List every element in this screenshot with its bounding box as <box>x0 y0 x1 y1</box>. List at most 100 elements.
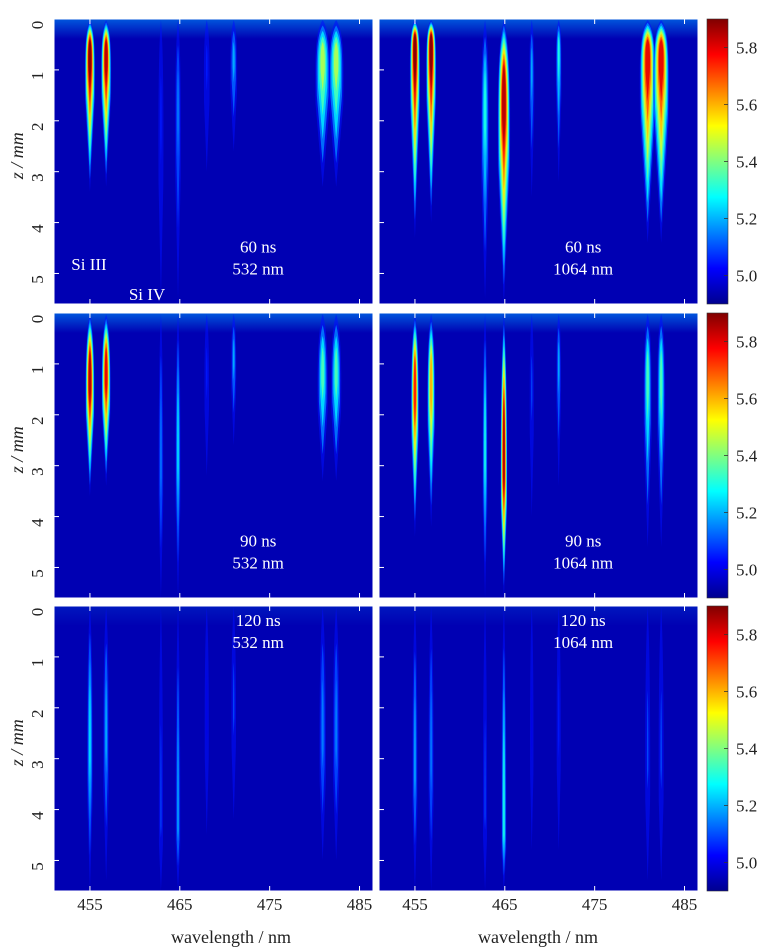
delay-label: 120 ns <box>561 611 606 630</box>
delay-label: 60 ns <box>565 238 601 257</box>
line-label-si-iii: Si III <box>71 255 107 274</box>
emission-line-8 <box>332 607 340 861</box>
colorbar-tick-label: 5.6 <box>736 683 757 702</box>
emission-line-6 <box>555 20 562 182</box>
emission-line-7 <box>643 314 652 548</box>
colorbar-tick-label: 5.8 <box>736 626 757 645</box>
y-tick-label: 2 <box>28 123 47 131</box>
panel-frame <box>53 605 374 892</box>
emission-line-5 <box>529 20 535 198</box>
emission-line-6 <box>230 20 238 152</box>
panel-frame <box>53 312 374 599</box>
emission-line-1 <box>87 607 93 891</box>
y-tick-label: 3 <box>28 173 47 182</box>
y-axis-label: z / mm <box>7 719 27 767</box>
emission-line-1 <box>84 20 96 193</box>
emission-line-7 <box>319 607 326 861</box>
x-tick-label: 485 <box>347 895 373 914</box>
y-tick-label: 4 <box>28 224 47 233</box>
emission-line-8 <box>658 607 664 881</box>
emission-line-7 <box>645 607 651 881</box>
laser-label: 532 nm <box>232 260 283 279</box>
y-tick-label: 4 <box>28 811 47 820</box>
emission-line-4 <box>500 314 508 598</box>
colorbar-tick-label: 5.0 <box>736 267 757 286</box>
emission-line-5 <box>529 314 534 517</box>
y-tick-label: 1 <box>28 72 47 81</box>
x-axis-label-left: wavelength / nm <box>171 927 291 947</box>
emission-line-5 <box>204 607 209 836</box>
y-tick-label: 2 <box>28 710 47 719</box>
emission-line-6 <box>231 314 237 446</box>
x-tick-label: 465 <box>167 895 193 914</box>
delay-label: 120 ns <box>236 611 281 630</box>
emission-line-8 <box>331 314 342 481</box>
plasma-glow <box>54 313 373 333</box>
emission-line-2 <box>101 314 111 487</box>
panel-frame <box>378 312 699 599</box>
colorbar-2: 5.0 5.2 5.4 5.6 5.8 <box>706 312 758 599</box>
y-tick-label: 1 <box>28 659 47 668</box>
y-tick-label: 3 <box>28 467 47 476</box>
emission-line-4 <box>175 607 181 891</box>
heatmap-panel-5: 120 ns 532 nm <box>54 606 373 891</box>
y-tick-label: 0 <box>28 315 47 324</box>
y-tick-label: 5 <box>28 569 47 578</box>
emission-line-4 <box>175 314 181 598</box>
y-tick-label: 0 <box>28 608 47 617</box>
x-tick-label: 485 <box>672 895 698 914</box>
delay-label: 60 ns <box>240 238 276 257</box>
laser-label: 1064 nm <box>553 633 613 652</box>
emission-line-6 <box>556 314 562 487</box>
emission-line-3 <box>158 20 164 299</box>
plasma-glow <box>379 313 698 333</box>
colorbar-tick-label: 5.4 <box>736 447 758 466</box>
emission-line-5 <box>203 20 210 172</box>
colorbar-3: 5.0 5.2 5.4 5.6 5.8 <box>706 605 758 892</box>
emission-line-2 <box>100 20 112 187</box>
emission-line-5 <box>204 314 210 476</box>
colorbar-tick-label: 5.2 <box>736 797 757 816</box>
heatmap-panel-2: 60 ns 1064 nm <box>379 19 698 304</box>
emission-line-3 <box>482 607 488 891</box>
x-tick-label: 455 <box>402 895 428 914</box>
x-tick-label: 455 <box>77 895 103 914</box>
emission-line-2 <box>427 314 436 527</box>
emission-line-5 <box>530 607 534 851</box>
emission-line-4 <box>175 20 181 299</box>
y-axis-label: z / mm <box>7 132 27 180</box>
colorbar-tick-label: 5.4 <box>736 153 758 172</box>
y-tick-label: 5 <box>28 275 47 284</box>
emission-line-2 <box>103 607 109 881</box>
emission-line-8 <box>328 20 344 187</box>
emission-line-3 <box>481 20 490 299</box>
plasma-glow <box>54 606 373 626</box>
emission-line-4 <box>501 607 507 891</box>
x-tick-label: 465 <box>492 895 518 914</box>
laser-label: 1064 nm <box>553 260 613 279</box>
emission-line-3 <box>158 607 163 891</box>
delay-label: 90 ns <box>240 532 276 551</box>
emission-line-6 <box>556 607 561 851</box>
x-tick-label: 475 <box>582 895 608 914</box>
emission-line-1 <box>409 20 421 238</box>
colorbar-tick-label: 5.8 <box>736 333 757 352</box>
emission-line-6 <box>231 607 237 820</box>
y-tick-label: 2 <box>28 417 47 426</box>
emission-line-8 <box>653 20 670 243</box>
emission-line-8 <box>657 314 666 548</box>
y-tick-label: 4 <box>28 518 47 527</box>
colorbar-tick-label: 5.2 <box>736 504 757 523</box>
emission-line-7 <box>639 20 656 243</box>
emission-line-7 <box>317 314 328 481</box>
colorbars: 5.05.25.45.65.85.05.25.45.65.85.05.25.45… <box>706 18 758 892</box>
delay-label: 90 ns <box>565 532 601 551</box>
colorbar-1: 5.0 5.2 5.4 5.6 5.8 <box>706 18 758 305</box>
emission-line-2 <box>428 607 434 891</box>
colorbar-tick-label: 5.6 <box>736 96 757 115</box>
colorbar-tick-label: 5.0 <box>736 561 757 580</box>
plasma-glow <box>54 19 373 39</box>
emission-line-3 <box>482 314 488 598</box>
y-tick-label: 1 <box>28 366 47 375</box>
laser-label: 1064 nm <box>553 554 613 573</box>
